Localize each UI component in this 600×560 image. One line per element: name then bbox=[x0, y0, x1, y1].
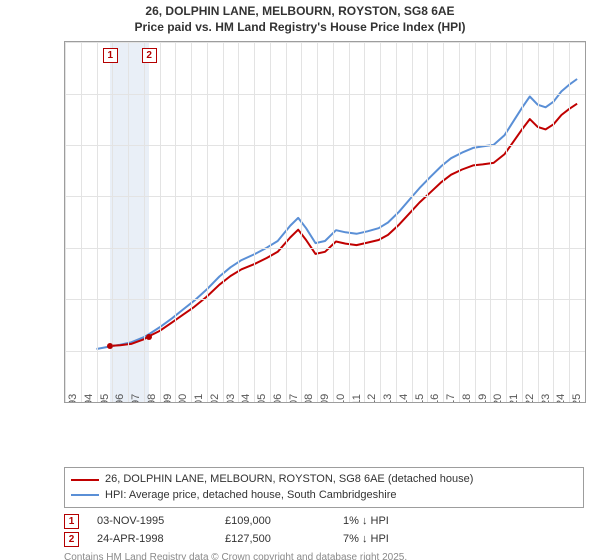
plot-region: £0£100,000£200,000£300,000£400,000£500,0… bbox=[64, 41, 586, 403]
gridline-v bbox=[443, 42, 444, 402]
sale-price: £127,500 bbox=[225, 533, 325, 545]
sale-row: 1 03-NOV-1995 £109,000 1% ↓ HPI bbox=[64, 514, 600, 529]
x-axis-label: 2017 bbox=[443, 394, 457, 403]
gridline-v bbox=[270, 42, 271, 402]
x-axis-label: 1995 bbox=[97, 394, 111, 403]
gridline-v bbox=[175, 42, 176, 402]
sale-price: £109,000 bbox=[225, 515, 325, 527]
x-axis-label: 2001 bbox=[191, 394, 205, 403]
gridline-v bbox=[412, 42, 413, 402]
legend-label: HPI: Average price, detached house, Sout… bbox=[105, 488, 396, 503]
x-axis-label: 2003 bbox=[223, 394, 237, 403]
sale-row-marker: 1 bbox=[64, 514, 79, 529]
attribution: Contains HM Land Registry data © Crown c… bbox=[64, 551, 600, 560]
gridline-v bbox=[65, 42, 66, 402]
gridline-v bbox=[490, 42, 491, 402]
x-axis-label: 2015 bbox=[412, 394, 426, 403]
x-axis-label: 2013 bbox=[380, 394, 394, 403]
x-axis-label: 1993 bbox=[65, 394, 79, 403]
x-axis-label: 2022 bbox=[522, 394, 536, 403]
x-axis-label: 2023 bbox=[538, 394, 552, 403]
gridline-v bbox=[364, 42, 365, 402]
gridline-v bbox=[160, 42, 161, 402]
gridline-v bbox=[427, 42, 428, 402]
title-line1: 26, DOLPHIN LANE, MELBOURN, ROYSTON, SG8… bbox=[0, 4, 600, 20]
legend-swatch bbox=[71, 494, 99, 496]
x-axis-label: 2018 bbox=[459, 394, 473, 403]
sale-hpi-diff: 7% ↓ HPI bbox=[343, 533, 443, 545]
gridline-v bbox=[301, 42, 302, 402]
sale-point-dot bbox=[146, 334, 152, 340]
x-axis-label: 2025 bbox=[569, 394, 583, 403]
x-axis-label: 2014 bbox=[396, 394, 410, 403]
x-axis-label: 2011 bbox=[349, 394, 363, 403]
gridline-v bbox=[223, 42, 224, 402]
gridline-v bbox=[254, 42, 255, 402]
x-axis-label: 2007 bbox=[286, 394, 300, 403]
x-axis-label: 1998 bbox=[144, 394, 158, 403]
gridline-v bbox=[349, 42, 350, 402]
x-axis-label: 2010 bbox=[333, 394, 347, 403]
x-axis-label: 2008 bbox=[301, 394, 315, 403]
sale-date: 03-NOV-1995 bbox=[97, 515, 207, 527]
gridline-v bbox=[522, 42, 523, 402]
x-axis-label: 2020 bbox=[490, 394, 504, 403]
series-hpi bbox=[97, 79, 578, 349]
gridline-v bbox=[144, 42, 145, 402]
sale-point-dot bbox=[107, 343, 113, 349]
gridline-v bbox=[317, 42, 318, 402]
x-axis-label: 2009 bbox=[317, 394, 331, 403]
sale-date: 24-APR-1998 bbox=[97, 533, 207, 545]
chart-area: £0£100,000£200,000£300,000£400,000£500,0… bbox=[12, 41, 592, 433]
x-axis-label: 2016 bbox=[427, 394, 441, 403]
legend-swatch bbox=[71, 479, 99, 481]
gridline-v bbox=[380, 42, 381, 402]
attribution-line1: Contains HM Land Registry data © Crown c… bbox=[64, 551, 600, 560]
gridline-v bbox=[112, 42, 113, 402]
x-axis-label: 2006 bbox=[270, 394, 284, 403]
gridline-v bbox=[286, 42, 287, 402]
x-axis-label: 2005 bbox=[254, 394, 268, 403]
gridline-v bbox=[238, 42, 239, 402]
gridline-v bbox=[191, 42, 192, 402]
gridline-v bbox=[97, 42, 98, 402]
gridline-v bbox=[538, 42, 539, 402]
x-axis-label: 1999 bbox=[160, 394, 174, 403]
gridline-v bbox=[81, 42, 82, 402]
sales-table: 1 03-NOV-1995 £109,000 1% ↓ HPI 2 24-APR-1998… bbox=[64, 514, 600, 547]
x-axis-label: 1994 bbox=[81, 394, 95, 403]
sale-marker-1: 1 bbox=[103, 48, 118, 63]
x-axis-label: 1997 bbox=[128, 394, 142, 403]
gridline-v bbox=[128, 42, 129, 402]
title-line2: Price paid vs. HM Land Registry's House … bbox=[0, 20, 600, 36]
gridline-v bbox=[207, 42, 208, 402]
legend-label: 26, DOLPHIN LANE, MELBOURN, ROYSTON, SG8… bbox=[105, 472, 473, 487]
x-axis-label: 2000 bbox=[175, 394, 189, 403]
gridline-v bbox=[459, 42, 460, 402]
gridline-v bbox=[396, 42, 397, 402]
x-axis-label: 2021 bbox=[506, 394, 520, 403]
x-axis-label: 2024 bbox=[553, 394, 567, 403]
sale-row: 2 24-APR-1998 £127,500 7% ↓ HPI bbox=[64, 532, 600, 547]
sale-marker-2: 2 bbox=[142, 48, 157, 63]
chart-title: 26, DOLPHIN LANE, MELBOURN, ROYSTON, SG8… bbox=[0, 0, 600, 35]
gridline-v bbox=[553, 42, 554, 402]
legend-row: HPI: Average price, detached house, Sout… bbox=[71, 488, 577, 503]
x-axis-label: 2004 bbox=[238, 394, 252, 403]
x-axis-label: 2012 bbox=[364, 394, 378, 403]
gridline-v bbox=[333, 42, 334, 402]
sale-hpi-diff: 1% ↓ HPI bbox=[343, 515, 443, 527]
x-axis-label: 2002 bbox=[207, 394, 221, 403]
x-axis-label: 1996 bbox=[112, 394, 126, 403]
gridline-h bbox=[65, 402, 585, 403]
sale-row-marker: 2 bbox=[64, 532, 79, 547]
gridline-v bbox=[475, 42, 476, 402]
x-axis-label: 2019 bbox=[475, 394, 489, 403]
legend: 26, DOLPHIN LANE, MELBOURN, ROYSTON, SG8… bbox=[64, 467, 584, 508]
legend-row: 26, DOLPHIN LANE, MELBOURN, ROYSTON, SG8… bbox=[71, 472, 577, 487]
gridline-v bbox=[569, 42, 570, 402]
gridline-v bbox=[506, 42, 507, 402]
